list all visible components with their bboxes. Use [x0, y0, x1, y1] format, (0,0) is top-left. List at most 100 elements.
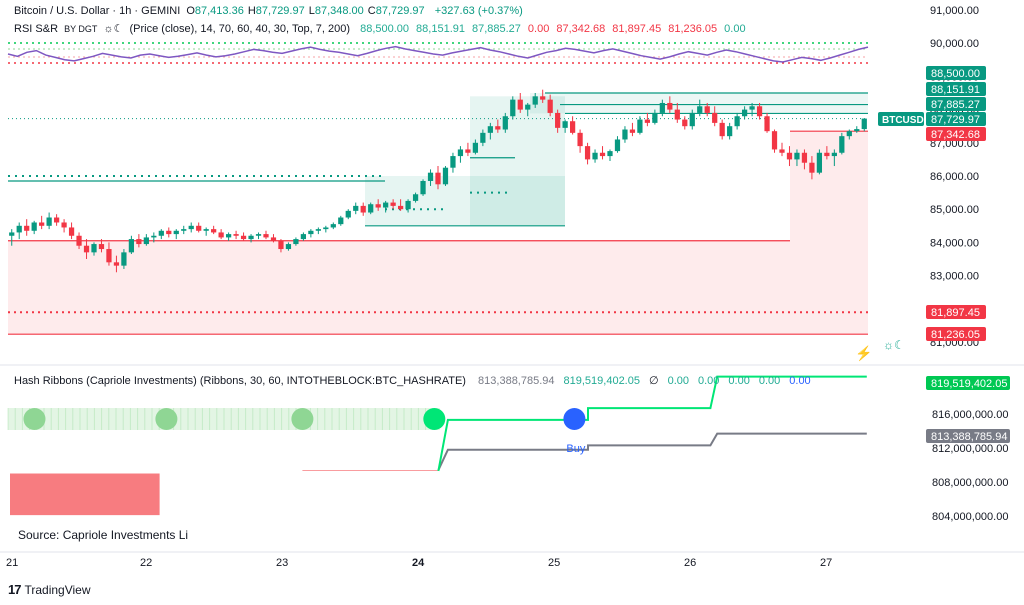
rsi-value: 88,151.91 — [416, 23, 465, 35]
candle-body — [9, 232, 15, 236]
candle-body — [450, 156, 456, 168]
hash-level-label: 819,519,402.05 — [931, 378, 1007, 390]
candle-body — [270, 237, 277, 241]
ohlc-value: 87,413.36 — [194, 5, 244, 17]
price-level-tag — [926, 127, 986, 141]
candle-body — [801, 152, 808, 163]
hash-value: 0.00 — [758, 375, 781, 387]
tradingview-logo-icon: 17 — [8, 582, 22, 597]
hash-value: ∅ — [648, 375, 659, 387]
candle-body — [143, 237, 149, 245]
hash-signal-circle — [291, 408, 314, 430]
ohlc-value: 87,729.97 — [255, 5, 305, 17]
candle-body — [517, 99, 523, 110]
candle-body — [166, 230, 172, 235]
candle-body — [390, 202, 396, 206]
candle-body — [719, 122, 725, 137]
candle-body — [794, 152, 800, 160]
hash-ribbons-header[interactable]: Hash Ribbons (Capriole Investments) (Rib… — [14, 374, 817, 387]
candle-body — [136, 239, 142, 245]
candle-body — [525, 104, 531, 110]
candle-body — [412, 194, 419, 201]
hash-signal-circle — [23, 408, 46, 430]
candle-body — [255, 234, 262, 236]
candle-body — [263, 234, 269, 238]
candle-body — [756, 106, 763, 117]
candle-body — [846, 131, 852, 137]
candle-body — [345, 210, 351, 218]
rsi-value: 0.00 — [724, 23, 746, 35]
candle-body — [293, 239, 299, 245]
candle-body — [674, 109, 680, 120]
ohlc-values: O87,413.36 H87,729.97 L87,348.00 C87,729.97 — [186, 5, 428, 17]
candle-body — [188, 225, 194, 230]
tradingview-logo[interactable]: 17 TradingView — [8, 582, 91, 597]
candle-body — [330, 224, 336, 228]
candle-body — [824, 152, 830, 157]
ohlc-key: O — [186, 5, 195, 17]
candle-body — [457, 149, 464, 157]
candle-body — [809, 162, 815, 173]
hash-signal-circle — [423, 408, 446, 430]
price-level-label: 87,885.27 — [931, 99, 980, 111]
hash-tick-label: 808,000,000.00 — [932, 477, 1008, 489]
candle-body — [368, 204, 374, 213]
buy-label: Buy — [566, 443, 585, 455]
candle-body — [397, 205, 404, 210]
price-tick-label: 91,000.00 — [930, 5, 979, 17]
candle-body — [861, 118, 867, 130]
candle-body — [158, 230, 164, 236]
hash-level-tag — [926, 429, 1010, 443]
price-level-tag — [926, 112, 986, 126]
support-zone — [365, 176, 565, 226]
candle-body — [113, 262, 120, 266]
rsi-params: (Price (close), 14, 70, 60, 40, 30, Top,… — [129, 23, 351, 35]
symbol-title: Bitcoin / U.S. Dollar · 1h · GEMINI — [14, 5, 181, 17]
candle-body — [629, 129, 636, 133]
candle-body — [151, 235, 157, 238]
source-label: Source: Capriole Investments Li — [14, 527, 193, 543]
candle-body — [233, 234, 239, 236]
candle-body — [98, 244, 105, 250]
sunmoon-icon[interactable]: ☼☾ — [883, 338, 905, 352]
price-tick-label: 84,000.00 — [930, 237, 979, 249]
candle-body — [779, 149, 785, 153]
candle-body — [495, 126, 501, 130]
candle-body — [472, 142, 479, 153]
price-level-tag — [926, 305, 986, 319]
candle-body — [53, 217, 60, 223]
hash-value: 0.00 — [698, 375, 720, 387]
price-level-label: 88,151.91 — [931, 84, 980, 96]
price-level-label: 87,342.68 — [931, 129, 980, 141]
lightning-icon[interactable]: ⚡ — [855, 345, 873, 361]
candle-body — [278, 240, 284, 250]
candle-body — [24, 225, 30, 231]
candle-body — [61, 222, 67, 228]
candle-body — [599, 152, 606, 157]
candle-body — [771, 131, 778, 150]
candle-body — [727, 126, 733, 137]
rsi-indicator-header[interactable]: RSI S&R BY DGT ☼☾ (Price (close), 14, 70… — [14, 22, 752, 35]
rsi-value: 81,897.45 — [612, 23, 662, 35]
candle-body — [405, 200, 411, 210]
candle-body — [435, 172, 441, 185]
hash-tick-label: 804,000,000.00 — [932, 511, 1008, 523]
price-level-tag — [926, 82, 986, 96]
candle-body — [442, 167, 449, 185]
price-level-label: 81,897.45 — [931, 307, 980, 319]
candle-body — [555, 112, 561, 128]
hash-value: 0.00 — [789, 375, 811, 387]
rsi-value: 87,885.27 — [471, 23, 521, 35]
candle-body — [682, 119, 688, 127]
candle-body — [697, 106, 703, 113]
candle-body — [39, 222, 45, 226]
hash-ribbon-band — [8, 408, 440, 430]
price-level-label: 81,236.05 — [931, 329, 980, 341]
price-tick-label: 85,000.00 — [930, 204, 979, 216]
candle-body — [667, 102, 673, 110]
candle-body — [510, 99, 516, 117]
candle-body — [196, 225, 202, 231]
price-level-label: 88,500.00 — [931, 68, 980, 80]
candle-body — [652, 112, 658, 123]
